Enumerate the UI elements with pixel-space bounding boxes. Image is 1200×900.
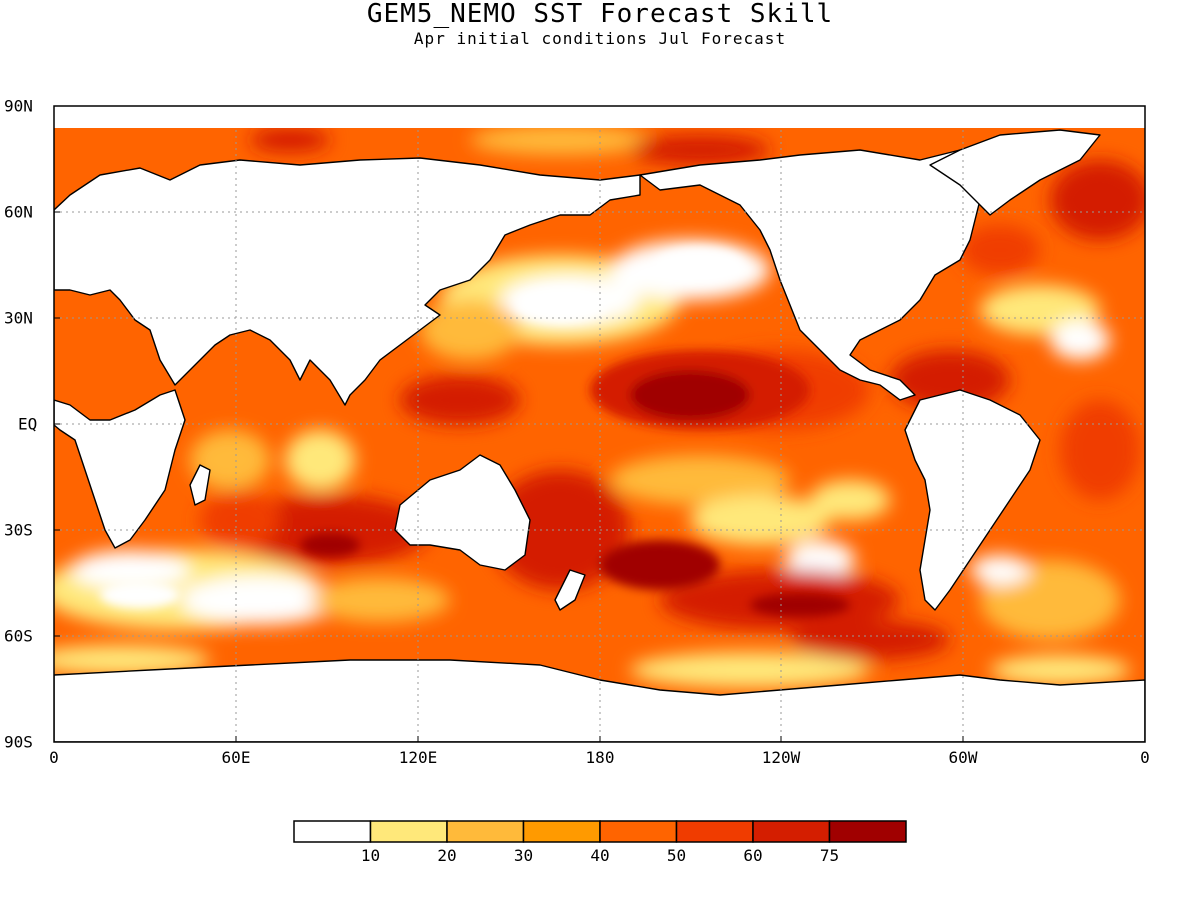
colorbar-swatch	[828, 820, 907, 843]
lon-label: 180	[585, 748, 615, 767]
north-america-landmass	[639, 149, 1001, 401]
lat-label: 90S	[4, 732, 33, 752]
africa-landmass	[54, 389, 186, 549]
australia-landmass	[394, 454, 531, 571]
lat-label: 90N	[4, 96, 33, 116]
colorbar-label: 75	[819, 846, 840, 865]
south-america-landmass	[904, 389, 1041, 611]
lon-label: 60E	[221, 748, 251, 767]
chart-title: GEM5_NEMO SST Forecast Skill	[366, 0, 834, 29]
lon-label: 60W	[948, 748, 978, 767]
new-zealand	[554, 569, 586, 611]
colorbar-swatch	[446, 820, 525, 843]
lat-label: 60S	[4, 626, 33, 646]
lon-label: 0	[49, 748, 59, 767]
eurasia-landmass	[54, 157, 641, 406]
skill-blobs	[54, 125, 1145, 688]
madagascar	[189, 464, 211, 506]
chart-subtitle: Apr initial conditions Jul Forecast	[413, 29, 787, 48]
colorbar-swatch	[675, 820, 754, 843]
colorbar-label: 60	[743, 846, 763, 865]
sst-skill-field	[54, 106, 1145, 742]
tick-marks	[54, 105, 964, 743]
lat-label: 30N	[4, 308, 33, 328]
colorbar-swatch	[369, 820, 448, 843]
colorbar	[293, 820, 907, 843]
colorbar-label: 40	[590, 846, 610, 865]
arctic-mask	[54, 106, 1145, 128]
colorbar-swatch	[522, 820, 601, 843]
colorbar-label: 50	[666, 846, 687, 865]
skill-core	[100, 247, 850, 617]
colorbar-label: 30	[513, 846, 534, 865]
lat-label: 30S	[4, 520, 33, 540]
colorbar-label: 20	[437, 846, 457, 865]
lon-label: 120E	[398, 748, 438, 767]
colorbar-swatch	[293, 820, 372, 843]
lon-label: 0	[1140, 748, 1150, 767]
lat-label: EQ	[18, 414, 38, 434]
colorbar-swatch	[599, 820, 678, 843]
colorbar-label: 10	[360, 846, 381, 865]
greenland	[929, 129, 1101, 216]
lat-label: 60N	[4, 202, 33, 222]
lon-label: 120W	[761, 748, 801, 767]
colorbar-swatch	[752, 820, 831, 843]
gridlines	[54, 106, 1145, 742]
